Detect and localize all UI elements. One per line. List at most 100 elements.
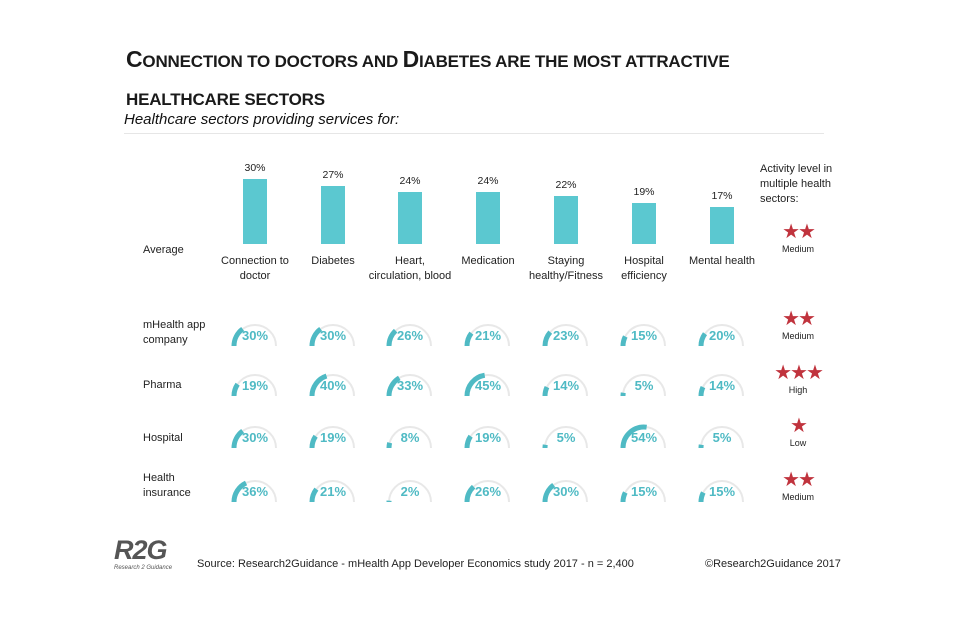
gauge-track (700, 426, 744, 449)
gauge-svg (309, 426, 355, 449)
gauge: 15% (614, 474, 674, 504)
gauge-value-label: 19% (474, 430, 502, 445)
gauge: 30% (225, 420, 285, 450)
category-label: Heart, circulation, blood (368, 255, 452, 282)
gauge-svg (231, 480, 277, 503)
category-label: Medication (461, 255, 515, 267)
activity-level-header: Activity level in multiple health sector… (760, 163, 833, 205)
gauge: 14% (536, 368, 596, 398)
gauge-svg (231, 324, 277, 347)
gauge-svg (542, 374, 588, 397)
gauge-value-label: 21% (474, 328, 502, 343)
gauge-fill (620, 491, 628, 503)
bar-value-label: 22% (555, 179, 577, 192)
gauge-svg (386, 480, 432, 503)
gauge-svg (698, 426, 744, 449)
gauge-value-label: 2% (400, 484, 420, 499)
bar-3 (398, 192, 422, 244)
gauge-track (388, 426, 432, 449)
bar-value-label: 24% (477, 175, 499, 187)
gauge-fill (386, 328, 398, 347)
gauge-value-label: 15% (630, 328, 658, 343)
gauge: 14% (692, 368, 752, 398)
gauge-fill (464, 372, 486, 397)
gauge-svg (231, 374, 277, 397)
gauge-svg (542, 324, 588, 347)
gauge: 19% (303, 420, 363, 450)
bar-4 (476, 192, 500, 244)
gauge-value-label: 21% (319, 484, 347, 499)
gauge-fill (620, 424, 647, 449)
gauge-fill (309, 373, 328, 397)
gauge-svg (309, 480, 355, 503)
row-label-average: Average (143, 244, 184, 256)
group-4-stars: ★★ (782, 469, 816, 491)
gauge-track (544, 426, 588, 449)
gauge-value-label: 14% (708, 378, 736, 393)
gauge-fill (386, 375, 401, 397)
group-3-activity-label: Low (789, 438, 807, 448)
bar-1 (243, 179, 267, 244)
bar-value-label: 24% (399, 175, 421, 187)
gauge-svg (386, 374, 432, 397)
gauge-svg (620, 424, 666, 449)
row-label-hospital: Hospital (143, 432, 183, 444)
gauge-fill (542, 330, 553, 347)
gauge-svg (620, 480, 666, 503)
gauge-svg (542, 426, 588, 449)
gauge-svg (231, 426, 277, 449)
group-2-stars: ★★★ (774, 362, 824, 384)
gauge: 19% (225, 368, 285, 398)
gauge-value-label: 23% (552, 328, 580, 343)
gauge: 8% (380, 420, 440, 450)
r2g-logo: R2G Research 2 Guidance (114, 537, 184, 577)
gauge-svg (309, 324, 355, 347)
title-line-2: HEALTHCARE SECTORS (126, 90, 325, 109)
category-label: Mental health (688, 255, 756, 267)
gauge: 15% (614, 318, 674, 348)
gauge-value-label: 30% (552, 484, 580, 499)
gauge-fill (620, 335, 628, 347)
gauge-fill (698, 491, 706, 503)
gauge: 5% (614, 368, 674, 398)
bar-value-label: 30% (244, 162, 266, 174)
gauge-value-label: 30% (241, 430, 269, 445)
group-2-activity-label: High (788, 385, 808, 395)
group-4-activity-label: Medium (781, 492, 814, 502)
group-3-stars: ★ (790, 415, 808, 437)
title-line-1: CONNECTION TO DOCTORS AND DIABETES ARE T… (126, 46, 730, 72)
page-title: CONNECTION TO DOCTORS AND DIABETES ARE T… (126, 40, 846, 119)
bar-5 (554, 196, 578, 244)
gauge-svg (464, 480, 510, 503)
gauge: 26% (458, 474, 518, 504)
row-label-health-insurance: Health insurance (143, 472, 191, 499)
gauge-value-label: 19% (319, 430, 347, 445)
average-stars: ★★ (782, 221, 816, 243)
average-activity-label: Medium (781, 244, 814, 254)
gauge-svg (464, 324, 510, 347)
gauge: 45% (458, 368, 518, 398)
gauge-fill (464, 484, 476, 503)
subtitle: Healthcare sectors providing services fo… (124, 111, 400, 128)
gauge-svg (698, 480, 744, 503)
gauge-fill (309, 487, 319, 503)
source-note: Source: Research2Guidance - mHealth App … (197, 558, 634, 570)
divider (124, 133, 824, 134)
bar-6 (632, 202, 656, 244)
bar-7 (710, 207, 734, 244)
gauge-fill (542, 385, 550, 397)
gauge-track (388, 480, 432, 503)
category-label: Hospital efficiency (621, 255, 667, 282)
gauge: 40% (303, 368, 363, 398)
gauge-fill (231, 480, 248, 503)
gauge: 21% (303, 474, 363, 504)
gauge-svg (464, 426, 510, 449)
gauge-svg (386, 324, 432, 347)
group-1-activity-label: Medium (781, 331, 814, 341)
gauge-value-label: 19% (241, 378, 269, 393)
gauge: 19% (458, 420, 518, 450)
gauge-fill (386, 442, 393, 449)
gauge-value-label: 54% (630, 430, 658, 445)
gauge-fill (231, 382, 240, 397)
gauge-value-label: 45% (474, 378, 502, 393)
